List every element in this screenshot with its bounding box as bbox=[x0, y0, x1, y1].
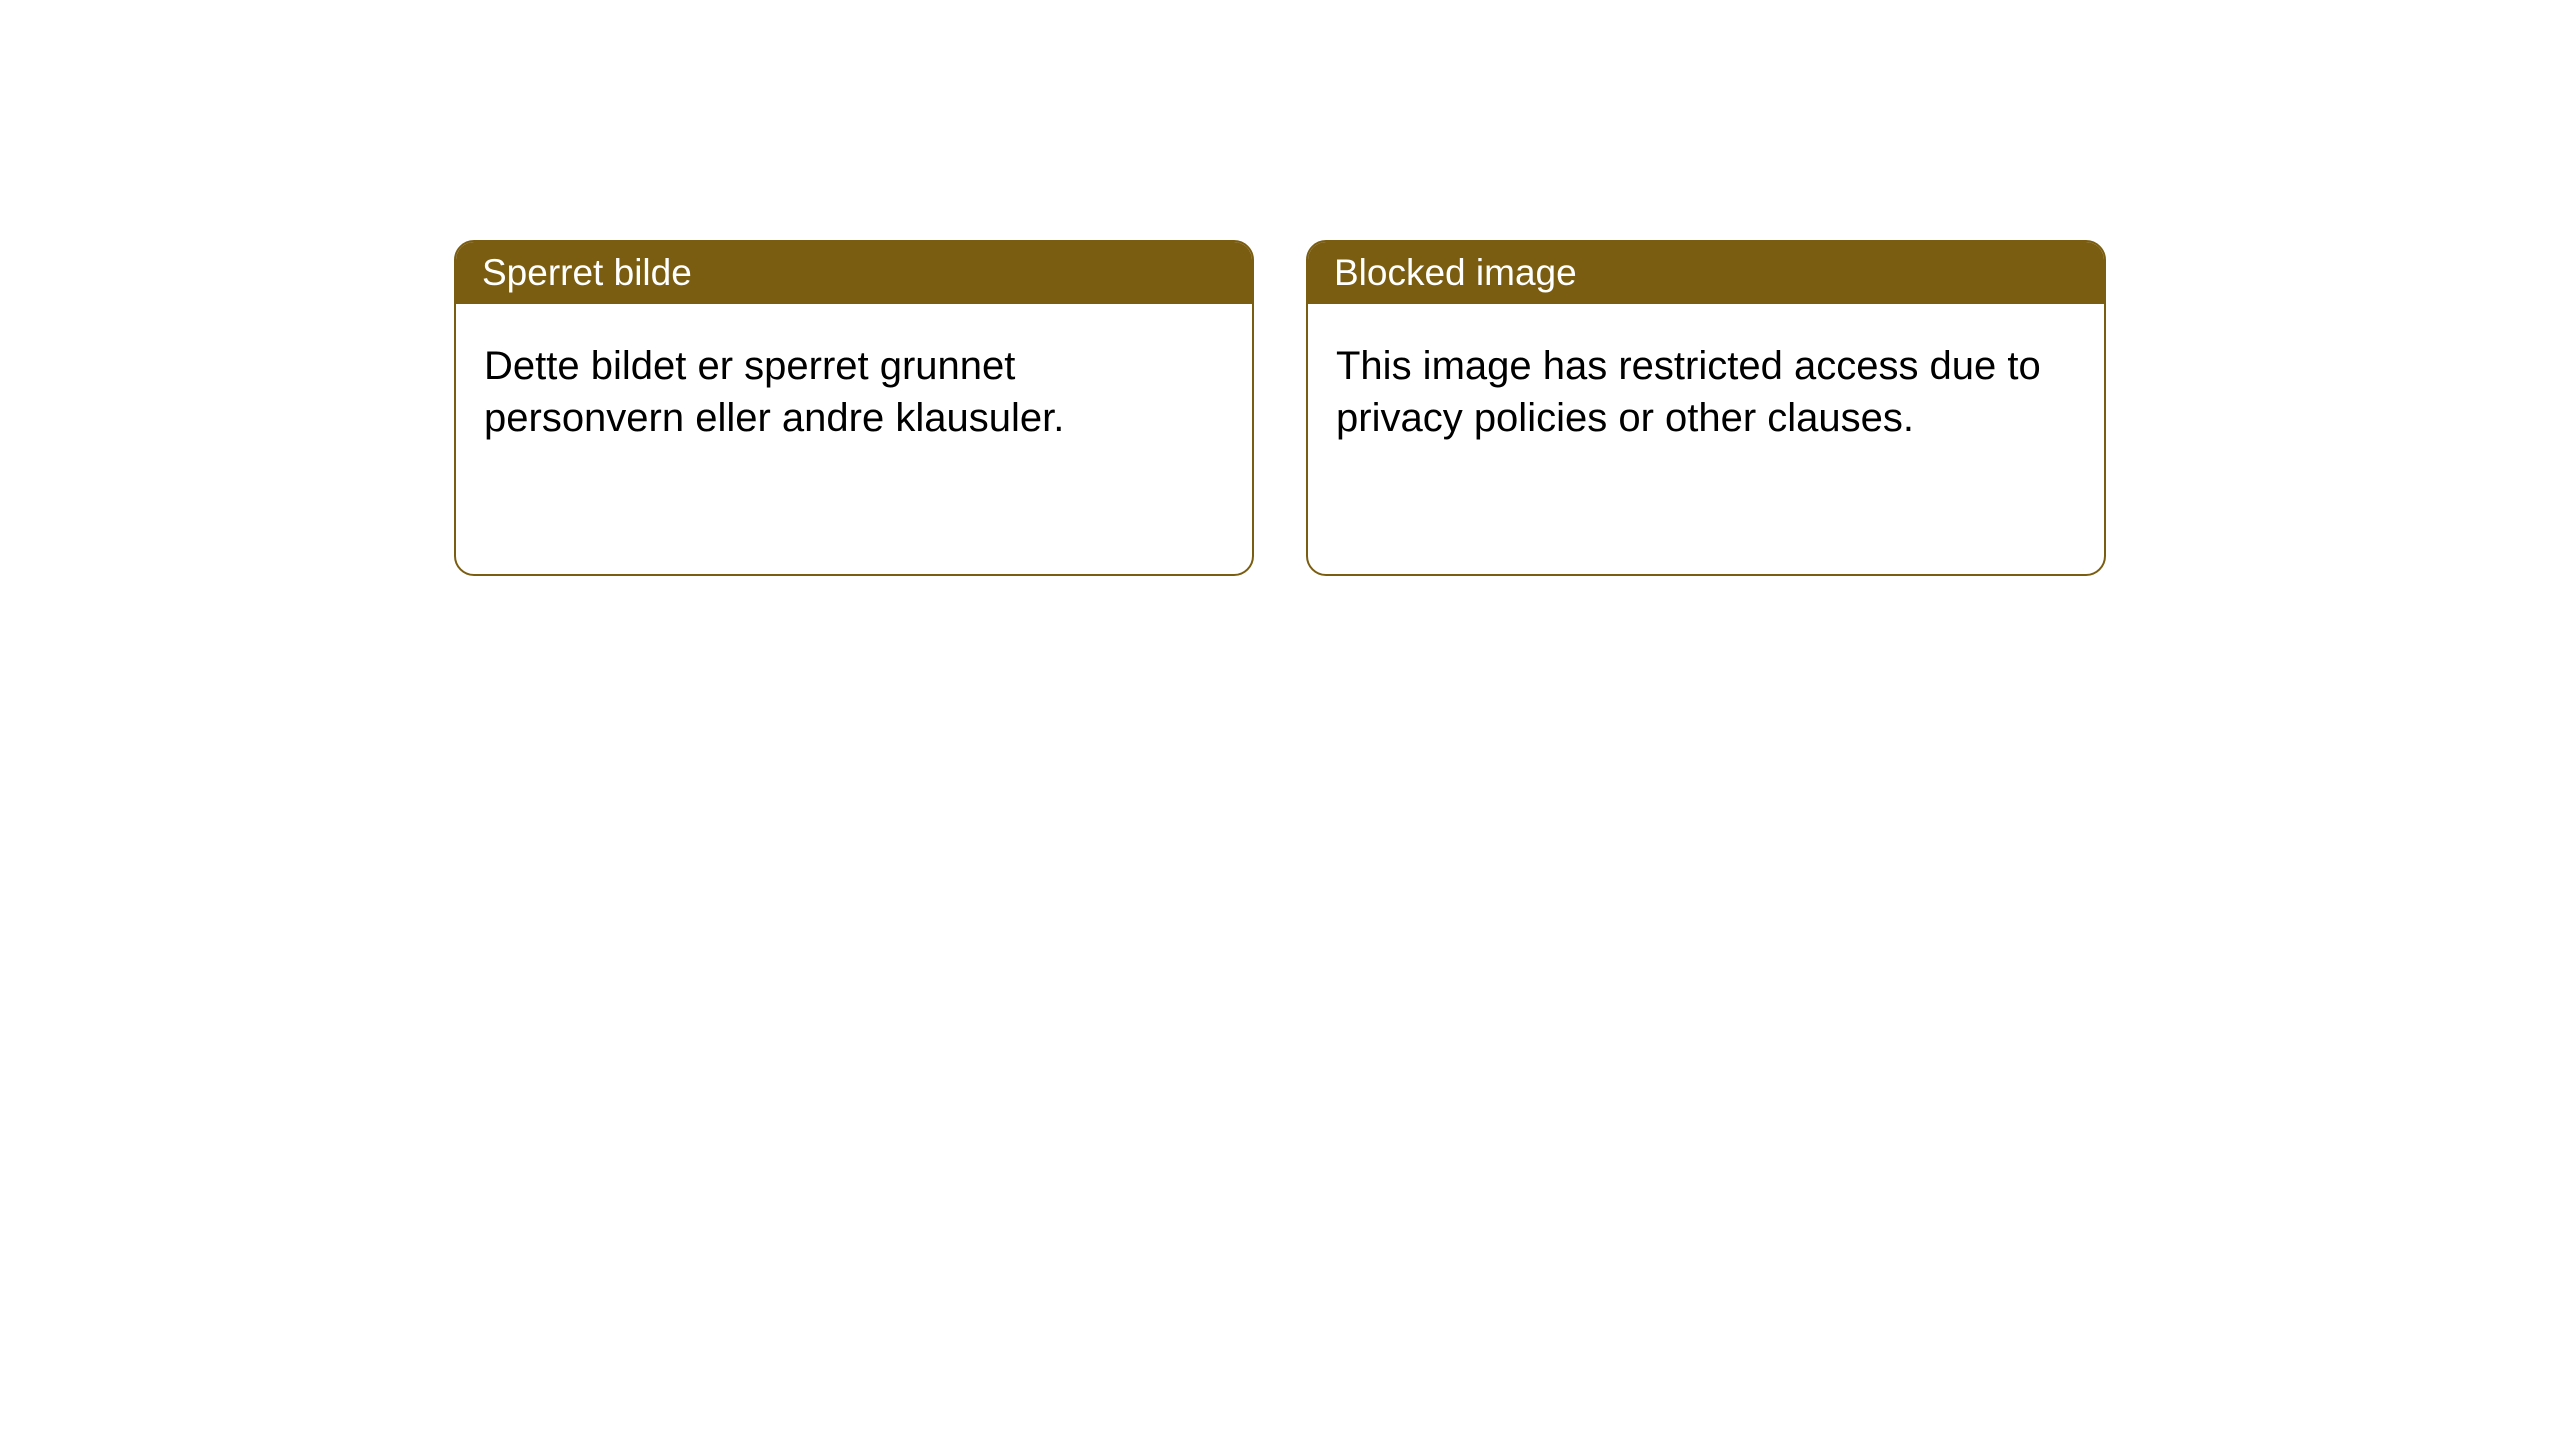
card-body-text: Dette bildet er sperret grunnet personve… bbox=[456, 304, 1252, 480]
notice-cards-container: Sperret bilde Dette bildet er sperret gr… bbox=[454, 240, 2106, 576]
notice-card-english: Blocked image This image has restricted … bbox=[1306, 240, 2106, 576]
notice-card-norwegian: Sperret bilde Dette bildet er sperret gr… bbox=[454, 240, 1254, 576]
card-body-text: This image has restricted access due to … bbox=[1308, 304, 2104, 480]
card-header: Sperret bilde bbox=[456, 242, 1252, 304]
card-header: Blocked image bbox=[1308, 242, 2104, 304]
